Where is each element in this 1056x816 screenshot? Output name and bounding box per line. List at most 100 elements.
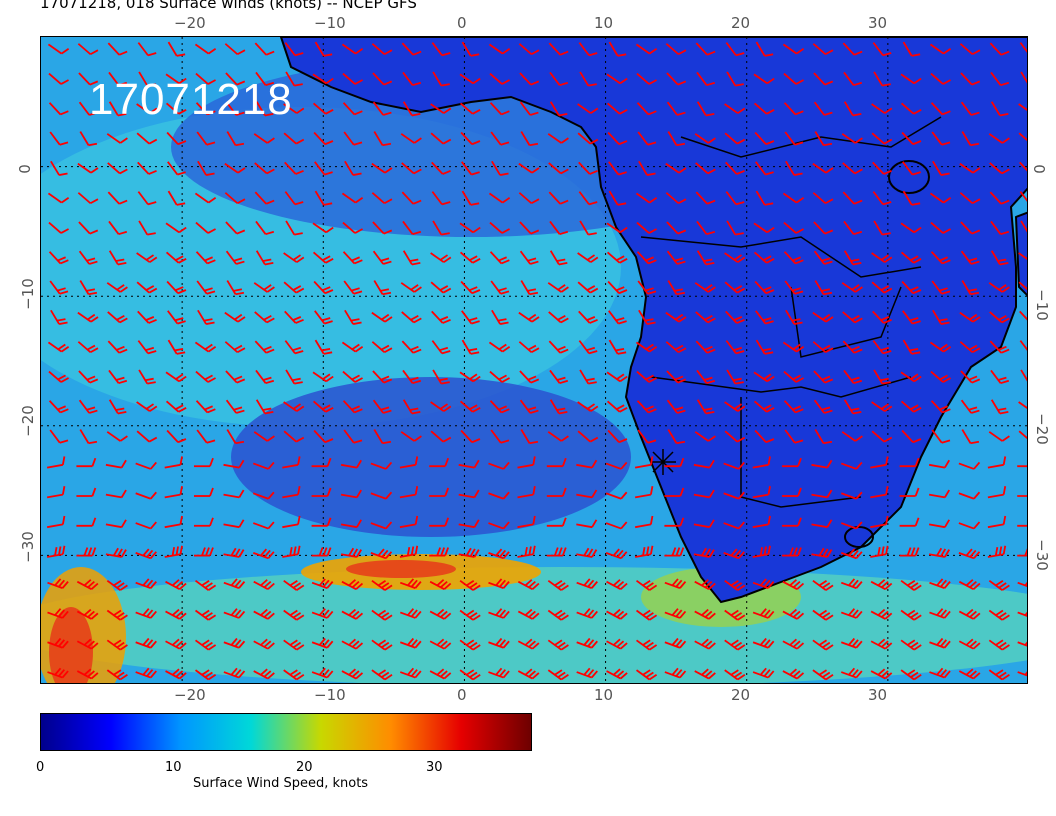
wind-barb [400, 282, 422, 293]
wind-barb [960, 250, 980, 265]
wind-barb [900, 400, 922, 413]
wind-barb [693, 459, 715, 469]
wind-barb [784, 131, 804, 146]
wind-barb [78, 250, 98, 265]
wind-barb [194, 192, 217, 204]
country-borders [740, 397, 862, 508]
wind-barb [490, 429, 510, 444]
wind-barb [900, 222, 922, 234]
wind-barb [195, 102, 216, 116]
wind-barb [928, 489, 950, 499]
wind-barb [606, 222, 628, 234]
wind-barb [106, 282, 128, 293]
wind-barb [960, 370, 981, 384]
wind-barb [313, 280, 334, 295]
wind-barb [990, 101, 1009, 117]
wind-barb [635, 609, 658, 621]
wind-barb [194, 457, 214, 468]
wind-barb [519, 72, 540, 86]
wind-barb [694, 608, 716, 620]
wind-barb [458, 459, 480, 469]
africa-landmass [279, 37, 1027, 604]
wind-barb [313, 429, 334, 444]
wind-barb [605, 461, 628, 470]
wind-barb [517, 456, 536, 469]
wind-barb [254, 42, 275, 56]
wind-barb [873, 369, 891, 385]
wind-barb [223, 578, 246, 589]
wind-barb [900, 609, 922, 621]
wind-barb [753, 73, 775, 85]
wind-barb [753, 371, 775, 383]
wind-barb [223, 519, 245, 529]
wind-barb [77, 311, 99, 323]
wind-barb [105, 459, 127, 469]
wind-barb [547, 639, 569, 651]
wind-barb [78, 72, 99, 86]
wind-barb [283, 281, 305, 294]
wind-barb [137, 191, 157, 206]
wind-map[interactable]: 17071218 [40, 36, 1028, 684]
wind-barb [812, 311, 834, 323]
wind-barb [576, 489, 598, 499]
wind-barb [1019, 42, 1027, 56]
wind-barb [196, 429, 216, 444]
wind-barb [605, 521, 628, 530]
wind-barb [989, 162, 1010, 175]
wind-barb [666, 101, 686, 116]
wind-barb [635, 639, 658, 651]
wind-barb [726, 220, 744, 236]
wind-barb [841, 133, 863, 144]
wind-barb [782, 579, 805, 590]
wind-barb [517, 486, 536, 499]
wind-barb [48, 400, 69, 414]
wind-barb [961, 429, 980, 445]
wind-barb [843, 399, 862, 415]
wind-barb [607, 280, 628, 295]
wind-barb [549, 250, 568, 266]
wind-barb [637, 131, 657, 146]
wind-barb [814, 131, 833, 147]
wind-barb [252, 491, 275, 500]
wind-barb [223, 489, 245, 499]
wind-barb [459, 400, 481, 413]
wind-barb [372, 72, 393, 86]
wind-barb [166, 280, 187, 295]
wind-barb [253, 608, 275, 620]
wind-barb [255, 250, 274, 266]
wind-barb [724, 639, 746, 651]
wind-barb [959, 43, 981, 56]
wind-barb [665, 43, 687, 56]
wind-barb [576, 637, 598, 649]
wind-barb [108, 101, 127, 117]
wind-barb [724, 401, 746, 412]
wind-barb [165, 638, 187, 650]
map-title: 17071218, 018 Surface winds (knots) -- N… [40, 0, 417, 12]
wind-barb [458, 489, 480, 499]
wind-barb [959, 311, 981, 323]
wind-barb [223, 547, 245, 558]
wind-barb [165, 668, 187, 680]
wind-barb [135, 461, 157, 470]
wind-barb [517, 545, 536, 558]
wind-barb [106, 133, 128, 144]
wind-barb [635, 341, 658, 353]
wind-barb [990, 220, 1010, 236]
wind-barb [873, 220, 891, 236]
wind-barb [958, 638, 981, 650]
wind-barb [285, 71, 303, 87]
wind-barb [928, 547, 950, 558]
wind-barb [459, 579, 481, 591]
lon-label-bottom: 20 [731, 686, 751, 704]
wind-barb [108, 71, 128, 87]
wind-barb [783, 72, 804, 85]
wind-barb [432, 220, 450, 236]
wind-barb [900, 579, 922, 591]
wind-barb [488, 548, 510, 560]
wind-barb [285, 220, 303, 236]
wind-barb [108, 220, 128, 236]
wind-barb [724, 609, 746, 621]
wind-barb [77, 43, 99, 56]
wind-barb [812, 579, 834, 591]
wind-barb [696, 369, 716, 385]
